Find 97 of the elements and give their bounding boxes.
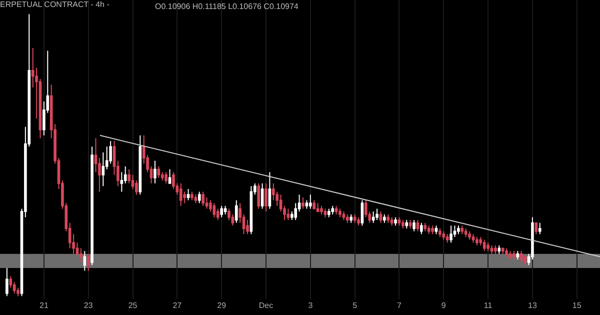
candlestick [260,182,264,210]
candlestick [186,188,190,201]
x-tick-label: 11 [484,301,493,310]
chart-title: ERPETUAL CONTRACT - 4h - [0,0,110,10]
candlestick [420,222,423,235]
candlestick [520,250,523,263]
x-tick-label: 25 [128,301,138,310]
candlestick [505,248,508,258]
candlestick [168,168,172,184]
candlestick [338,208,342,218]
candlestick [342,211,346,221]
candlestick [309,194,312,210]
candlestick [512,250,516,260]
candlestick [83,250,86,272]
candlestick [460,225,464,235]
candlestick [468,230,471,240]
candlestick [416,220,420,232]
candlestick [372,211,375,224]
candlestick [427,225,430,235]
candlestick [424,222,427,232]
candlestick [324,208,327,218]
x-tick-label: 7 [397,301,402,310]
candlestick [268,172,272,210]
x-tick-label: 29 [217,301,227,310]
candlestick [6,267,8,297]
candlestick [398,216,401,226]
candlestick [164,172,168,184]
candlestick [482,239,486,252]
candlestick [457,225,460,235]
candlestick [257,182,260,210]
candlestick [220,205,223,218]
candlestick [394,216,397,226]
candlestick [331,205,334,215]
candlestick [438,228,442,238]
candlestick [264,182,268,212]
candlestick [383,214,386,224]
candlestick [390,216,394,226]
candlestick [408,220,412,229]
candlestick [476,236,478,246]
candlestick [190,191,194,201]
candlestick [350,214,353,224]
candlestick [376,208,378,221]
candlestick [312,200,316,210]
x-tick-label: 27 [172,301,182,310]
candlestick [302,196,304,210]
candlestick [405,220,408,229]
candlestick [431,225,434,235]
candlestick [464,228,468,238]
candlestick [316,202,320,212]
candlestick [534,222,538,235]
candlestick [328,208,330,218]
candlestick [198,191,201,204]
candlestick [498,244,501,254]
candlestick [446,234,449,244]
candlestick [212,202,216,218]
x-tick-label: 23 [84,301,94,310]
candlestick [360,200,364,226]
candlestick [234,200,238,224]
candlestick [402,220,404,229]
candlestick [516,250,520,260]
candlestick [494,244,497,254]
candlestick [353,214,356,224]
chart-subtitle: O0.10906 H0.11185 L0.10676 C0.10974 [155,2,299,11]
candlestick [286,208,290,221]
candlestick [386,214,390,224]
candlestick [154,160,156,184]
x-tick-label: 3 [308,301,314,310]
candlestick [86,253,90,272]
x-tick-label: 13 [528,301,538,310]
x-tick-label: 15 [572,301,582,310]
candlestick [179,182,182,206]
candlestick [490,244,494,254]
candlestick [501,248,504,254]
x-tick-label: 9 [441,301,446,310]
candlestick [334,205,338,215]
candlestick [224,205,227,215]
candlestick [320,205,323,215]
candlestick [450,225,452,244]
candlestick [472,234,475,244]
candlestick [138,134,142,196]
candlestick [194,194,198,204]
candlestick [379,211,382,224]
x-tick-label: 5 [352,301,358,310]
candlestick [357,216,360,226]
candlestick [250,186,253,235]
candlestick [442,230,446,240]
candlestick [434,225,438,235]
candlestick [90,146,94,266]
candlestick [486,242,490,252]
candlestick [508,250,512,260]
x-tick-label: Dec [258,301,274,310]
x-tick-label: 21 [39,301,49,310]
candlestick [202,191,204,206]
candlestick [346,214,349,224]
candlestick [157,166,160,178]
candlestick [412,220,416,232]
candlestick [538,222,542,235]
